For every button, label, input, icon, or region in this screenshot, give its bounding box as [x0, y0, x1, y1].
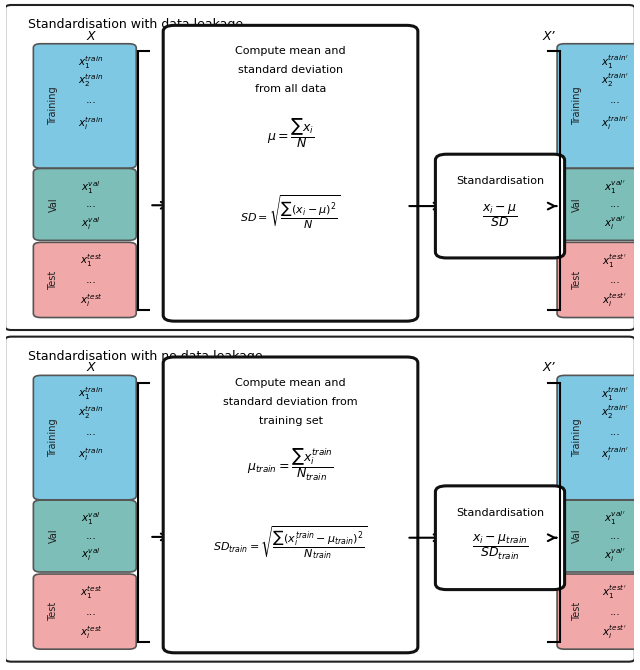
Text: $\mu = \dfrac{\sum x_i}{N}$: $\mu = \dfrac{\sum x_i}{N}$ — [267, 116, 314, 150]
FancyBboxPatch shape — [435, 486, 564, 590]
Text: ...: ... — [609, 275, 620, 285]
Text: X’: X’ — [543, 29, 556, 43]
Text: Test: Test — [49, 602, 58, 621]
FancyBboxPatch shape — [557, 574, 640, 649]
Text: $x^{test'}_i$: $x^{test'}_i$ — [602, 292, 627, 309]
Text: $x^{val'}_1$: $x^{val'}_1$ — [604, 179, 625, 196]
Text: $x^{test}_1$: $x^{test}_1$ — [79, 253, 102, 269]
FancyBboxPatch shape — [163, 25, 418, 321]
Text: $x^{train}_1$: $x^{train}_1$ — [79, 54, 104, 71]
Text: ...: ... — [86, 606, 97, 616]
FancyBboxPatch shape — [33, 375, 136, 500]
Text: $x^{test}_1$: $x^{test}_1$ — [79, 584, 102, 601]
Text: $x^{train'}_i$: $x^{train'}_i$ — [601, 446, 628, 464]
Text: $x^{val'}_i$: $x^{val'}_i$ — [604, 214, 625, 232]
Text: $x^{val}_1$: $x^{val}_1$ — [81, 511, 101, 527]
Text: Val: Val — [572, 529, 582, 543]
Text: Compute mean and: Compute mean and — [236, 378, 346, 388]
Text: Val: Val — [49, 197, 58, 212]
Text: $x^{train}_1$: $x^{train}_1$ — [79, 386, 104, 403]
Text: Training: Training — [572, 86, 582, 125]
Text: ...: ... — [86, 531, 97, 541]
FancyBboxPatch shape — [5, 5, 635, 330]
Text: ...: ... — [86, 95, 97, 105]
Text: standard deviation from: standard deviation from — [223, 397, 358, 407]
Text: $SD = \sqrt{\dfrac{\sum (x_i - \mu)^2}{N}}$: $SD = \sqrt{\dfrac{\sum (x_i - \mu)^2}{N… — [241, 193, 340, 230]
Text: training set: training set — [259, 415, 323, 425]
Text: $\dfrac{x_i - \mu}{SD}$: $\dfrac{x_i - \mu}{SD}$ — [482, 202, 518, 229]
Text: $x^{val}_i$: $x^{val}_i$ — [81, 215, 101, 232]
FancyBboxPatch shape — [435, 154, 564, 258]
Text: $x^{test'}_i$: $x^{test'}_i$ — [602, 624, 627, 641]
Text: ...: ... — [609, 531, 620, 541]
Text: Standardisation: Standardisation — [456, 176, 544, 186]
Text: Val: Val — [572, 197, 582, 212]
Text: Training: Training — [49, 418, 58, 457]
Text: $x^{train}_2$: $x^{train}_2$ — [79, 404, 104, 421]
FancyBboxPatch shape — [557, 375, 640, 500]
Text: ...: ... — [86, 275, 97, 285]
FancyBboxPatch shape — [33, 168, 136, 241]
Text: ...: ... — [609, 427, 620, 437]
FancyBboxPatch shape — [557, 500, 640, 572]
Text: $SD_{train} = \sqrt{\dfrac{\sum (x_i^{train} - \mu_{train})^2}{N_{train}}}$: $SD_{train} = \sqrt{\dfrac{\sum (x_i^{tr… — [214, 525, 367, 562]
Text: ...: ... — [86, 200, 97, 210]
Text: $x^{train}_i$: $x^{train}_i$ — [79, 446, 104, 463]
Text: Standardisation with data leakage: Standardisation with data leakage — [28, 18, 243, 31]
FancyBboxPatch shape — [33, 500, 136, 572]
Text: $x^{train'}_2$: $x^{train'}_2$ — [601, 403, 628, 421]
Text: Test: Test — [49, 270, 58, 289]
Text: $x^{val}_i$: $x^{val}_i$ — [81, 547, 101, 563]
Text: Test: Test — [572, 602, 582, 621]
Text: $x^{test'}_1$: $x^{test'}_1$ — [602, 584, 627, 601]
Text: $x^{val'}_1$: $x^{val'}_1$ — [604, 511, 625, 527]
Text: ...: ... — [86, 427, 97, 437]
Text: $x^{train}_i$: $x^{train}_i$ — [79, 115, 104, 131]
Text: X: X — [87, 361, 95, 375]
Text: Training: Training — [49, 86, 58, 125]
Text: ...: ... — [609, 606, 620, 616]
FancyBboxPatch shape — [557, 243, 640, 318]
Text: $x^{train}_2$: $x^{train}_2$ — [79, 72, 104, 89]
FancyBboxPatch shape — [557, 168, 640, 241]
Text: Training: Training — [572, 418, 582, 457]
Text: $x^{test}_i$: $x^{test}_i$ — [79, 624, 102, 641]
Text: $x^{val}_1$: $x^{val}_1$ — [81, 179, 101, 196]
FancyBboxPatch shape — [33, 574, 136, 649]
Text: $x^{test'}_1$: $x^{test'}_1$ — [602, 253, 627, 269]
Text: Standardisation: Standardisation — [456, 508, 544, 518]
Text: $x^{val'}_i$: $x^{val'}_i$ — [604, 546, 625, 563]
Text: ...: ... — [609, 200, 620, 210]
Text: $\dfrac{x_i - \mu_{train}}{SD_{train}}$: $\dfrac{x_i - \mu_{train}}{SD_{train}}$ — [472, 533, 528, 562]
Text: Compute mean and: Compute mean and — [236, 46, 346, 56]
Text: Standardisation with no data leakage: Standardisation with no data leakage — [28, 350, 263, 362]
FancyBboxPatch shape — [33, 243, 136, 318]
FancyBboxPatch shape — [33, 44, 136, 168]
Text: X: X — [87, 29, 95, 43]
FancyBboxPatch shape — [557, 44, 640, 168]
Text: X’: X’ — [543, 361, 556, 375]
Text: Val: Val — [49, 529, 58, 543]
Text: standard deviation: standard deviation — [238, 65, 343, 75]
FancyBboxPatch shape — [163, 357, 418, 653]
Text: $\mu_{train} = \dfrac{\sum x_i^{train}}{N_{train}}$: $\mu_{train} = \dfrac{\sum x_i^{train}}{… — [247, 447, 334, 482]
Text: ...: ... — [609, 95, 620, 105]
Text: Test: Test — [572, 270, 582, 289]
Text: $x^{train'}_2$: $x^{train'}_2$ — [601, 72, 628, 89]
Text: $x^{train'}_1$: $x^{train'}_1$ — [601, 385, 628, 403]
Text: from all data: from all data — [255, 84, 326, 94]
Text: $x^{train'}_1$: $x^{train'}_1$ — [601, 54, 628, 71]
Text: $x^{train'}_i$: $x^{train'}_i$ — [601, 115, 628, 132]
FancyBboxPatch shape — [5, 336, 635, 662]
Text: $x^{test}_i$: $x^{test}_i$ — [79, 292, 102, 309]
